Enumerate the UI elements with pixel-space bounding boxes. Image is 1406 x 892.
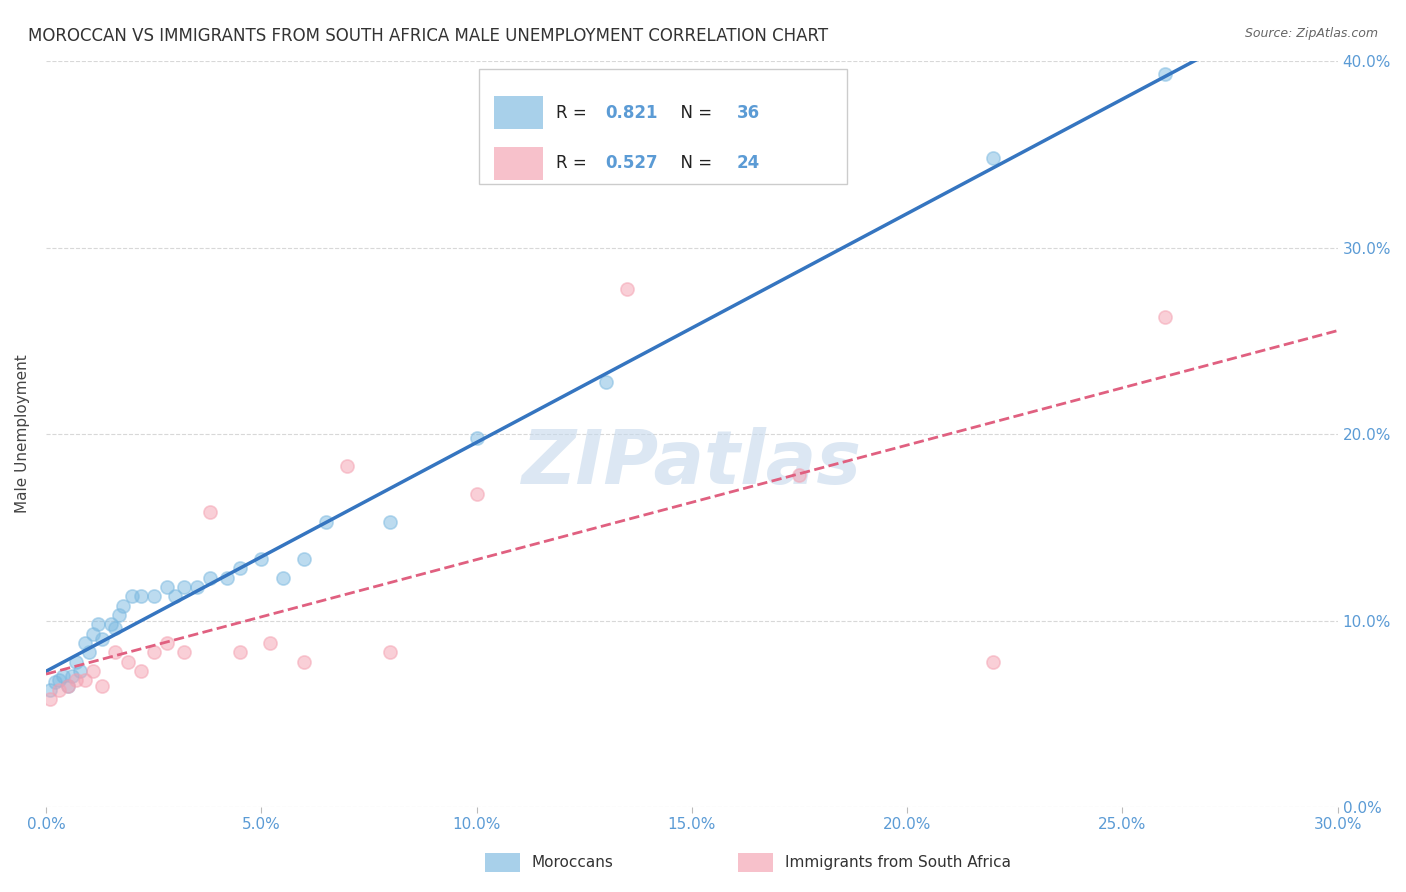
Text: Moroccans: Moroccans	[531, 855, 613, 870]
Point	[789, 468, 811, 483]
Point	[112, 599, 135, 613]
Point	[315, 515, 337, 529]
Point	[380, 645, 402, 659]
Point	[39, 691, 62, 706]
Point	[129, 664, 152, 678]
Point	[215, 571, 238, 585]
Text: 24: 24	[737, 154, 761, 172]
Point	[465, 431, 488, 445]
Point	[73, 673, 96, 688]
Text: R =: R =	[557, 103, 592, 121]
Point	[271, 571, 294, 585]
Point	[465, 487, 488, 501]
Text: ZIPatlas: ZIPatlas	[522, 427, 862, 500]
Point	[69, 664, 91, 678]
Text: MOROCCAN VS IMMIGRANTS FROM SOUTH AFRICA MALE UNEMPLOYMENT CORRELATION CHART: MOROCCAN VS IMMIGRANTS FROM SOUTH AFRICA…	[28, 27, 828, 45]
Bar	[494, 146, 543, 180]
Bar	[494, 95, 543, 129]
Point	[44, 675, 66, 690]
Point	[73, 636, 96, 650]
Point	[1154, 67, 1177, 81]
Point	[259, 636, 281, 650]
Point	[82, 626, 104, 640]
Point	[56, 679, 79, 693]
Point	[108, 607, 131, 622]
Point	[165, 589, 187, 603]
Point	[981, 151, 1004, 165]
Point	[1154, 310, 1177, 324]
Y-axis label: Male Unemployment: Male Unemployment	[15, 355, 30, 514]
Point	[104, 621, 127, 635]
FancyBboxPatch shape	[478, 69, 846, 185]
Point	[380, 515, 402, 529]
Point	[173, 645, 195, 659]
Point	[198, 505, 221, 519]
Point	[48, 682, 70, 697]
Text: N =: N =	[669, 103, 717, 121]
Text: Immigrants from South Africa: Immigrants from South Africa	[785, 855, 1011, 870]
Point	[117, 655, 139, 669]
Point	[228, 645, 250, 659]
Point	[616, 282, 638, 296]
Point	[65, 673, 87, 688]
Point	[250, 552, 273, 566]
Point	[155, 636, 177, 650]
Point	[292, 552, 315, 566]
Point	[142, 645, 165, 659]
Point	[56, 679, 79, 693]
Point	[91, 632, 114, 647]
Point	[228, 561, 250, 575]
Point	[198, 571, 221, 585]
Point	[121, 589, 143, 603]
Point	[60, 669, 83, 683]
Point	[82, 664, 104, 678]
Text: 36: 36	[737, 103, 761, 121]
Point	[142, 589, 165, 603]
Point	[104, 645, 127, 659]
Text: 0.527: 0.527	[605, 154, 658, 172]
Text: 0.821: 0.821	[605, 103, 658, 121]
Text: N =: N =	[669, 154, 717, 172]
Point	[52, 669, 75, 683]
Point	[65, 655, 87, 669]
Point	[48, 673, 70, 688]
Point	[336, 458, 359, 473]
Point	[981, 655, 1004, 669]
Point	[173, 580, 195, 594]
Point	[292, 655, 315, 669]
Point	[77, 645, 100, 659]
Text: R =: R =	[557, 154, 592, 172]
Point	[100, 617, 122, 632]
Point	[129, 589, 152, 603]
Point	[91, 679, 114, 693]
Point	[86, 617, 108, 632]
Point	[39, 682, 62, 697]
Point	[595, 375, 617, 389]
Text: Source: ZipAtlas.com: Source: ZipAtlas.com	[1244, 27, 1378, 40]
Point	[155, 580, 177, 594]
Point	[186, 580, 208, 594]
